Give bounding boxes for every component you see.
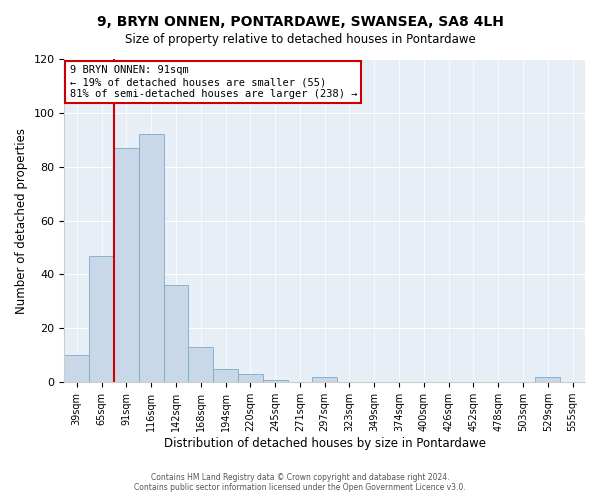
Text: Size of property relative to detached houses in Pontardawe: Size of property relative to detached ho…: [125, 32, 475, 46]
Bar: [188, 347, 213, 382]
Bar: [139, 134, 164, 382]
Text: 9 BRYN ONNEN: 91sqm
← 19% of detached houses are smaller (55)
81% of semi-detach: 9 BRYN ONNEN: 91sqm ← 19% of detached ho…: [70, 66, 357, 98]
Bar: [89, 256, 114, 382]
Text: Contains HM Land Registry data © Crown copyright and database right 2024.
Contai: Contains HM Land Registry data © Crown c…: [134, 473, 466, 492]
Bar: [313, 377, 337, 382]
Bar: [213, 369, 238, 382]
Y-axis label: Number of detached properties: Number of detached properties: [15, 128, 28, 314]
Bar: [263, 380, 287, 382]
Bar: [535, 377, 560, 382]
Bar: [238, 374, 263, 382]
Bar: [114, 148, 139, 382]
Text: 9, BRYN ONNEN, PONTARDAWE, SWANSEA, SA8 4LH: 9, BRYN ONNEN, PONTARDAWE, SWANSEA, SA8 …: [97, 15, 503, 29]
X-axis label: Distribution of detached houses by size in Pontardawe: Distribution of detached houses by size …: [164, 437, 486, 450]
Bar: [64, 356, 89, 382]
Bar: [164, 286, 188, 382]
